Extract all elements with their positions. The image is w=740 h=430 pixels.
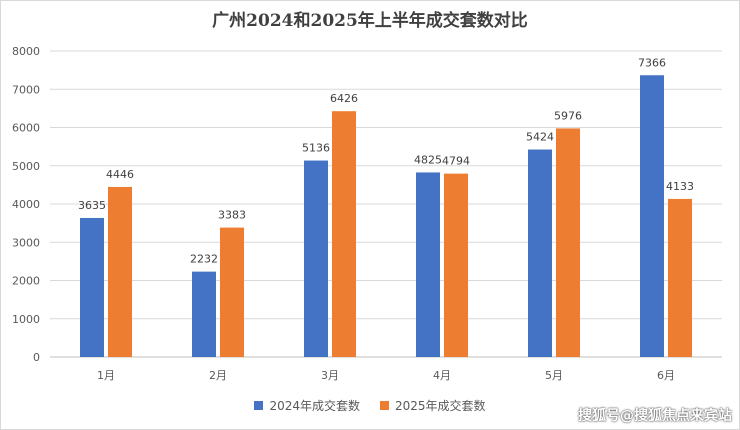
bar-2025-3 bbox=[332, 111, 356, 357]
data-label: 5976 bbox=[554, 109, 582, 122]
data-label: 7366 bbox=[638, 56, 666, 69]
bar-2025-2 bbox=[220, 227, 244, 357]
data-label: 4133 bbox=[666, 180, 694, 193]
data-label: 6426 bbox=[330, 92, 358, 105]
bar-2024-4 bbox=[416, 172, 440, 357]
bar-2024-3 bbox=[304, 160, 328, 357]
bar-2024-1 bbox=[80, 217, 104, 357]
bar-2025-1 bbox=[108, 186, 132, 357]
legend: 2024年成交套数 2025年成交套数 bbox=[0, 397, 740, 414]
data-label: 3635 bbox=[78, 199, 106, 212]
y-tick-label: 7000 bbox=[12, 83, 40, 96]
y-tick-label: 6000 bbox=[12, 122, 40, 135]
data-label: 5424 bbox=[526, 131, 554, 144]
data-label: 2232 bbox=[190, 253, 218, 266]
legend-item-2025: 2025年成交套数 bbox=[380, 397, 486, 414]
data-label: 4446 bbox=[106, 168, 134, 181]
y-tick-label: 5000 bbox=[12, 160, 40, 173]
x-tick-label: 2月 bbox=[209, 369, 227, 382]
data-label: 5136 bbox=[302, 142, 330, 155]
x-tick-label: 6月 bbox=[657, 369, 675, 382]
x-tick-label: 4月 bbox=[433, 369, 451, 382]
y-tick-label: 1000 bbox=[12, 313, 40, 326]
data-label: 3383 bbox=[218, 209, 246, 222]
legend-label-2025: 2025年成交套数 bbox=[395, 399, 486, 413]
bar-2025-4 bbox=[444, 173, 468, 357]
bar-2024-6 bbox=[640, 75, 664, 358]
x-tick-label: 1月 bbox=[97, 369, 115, 382]
y-tick-label: 4000 bbox=[12, 198, 40, 211]
bar-2025-6 bbox=[668, 198, 692, 357]
chart-title: 广州2024和2025年上半年成交套数对比 bbox=[212, 11, 528, 31]
data-label: 4825 bbox=[414, 153, 442, 166]
x-tick-label: 5月 bbox=[545, 369, 563, 382]
data-label: 4794 bbox=[442, 155, 470, 168]
y-tick-label: 0 bbox=[33, 351, 40, 364]
y-tick-label: 8000 bbox=[12, 45, 40, 58]
legend-label-2024: 2024年成交套数 bbox=[269, 399, 360, 413]
y-tick-label: 2000 bbox=[12, 275, 40, 288]
legend-item-2024: 2024年成交套数 bbox=[254, 397, 360, 414]
y-tick-label: 3000 bbox=[12, 236, 40, 249]
x-tick-label: 3月 bbox=[321, 369, 339, 382]
bar-2024-5 bbox=[528, 149, 552, 357]
legend-swatch-2024 bbox=[254, 401, 264, 410]
bar-2024-2 bbox=[192, 271, 216, 357]
bar-2025-5 bbox=[556, 128, 580, 357]
watermark: 搜狐号@搜狐焦点来宾站 bbox=[578, 408, 732, 424]
legend-swatch-2025 bbox=[380, 401, 389, 410]
